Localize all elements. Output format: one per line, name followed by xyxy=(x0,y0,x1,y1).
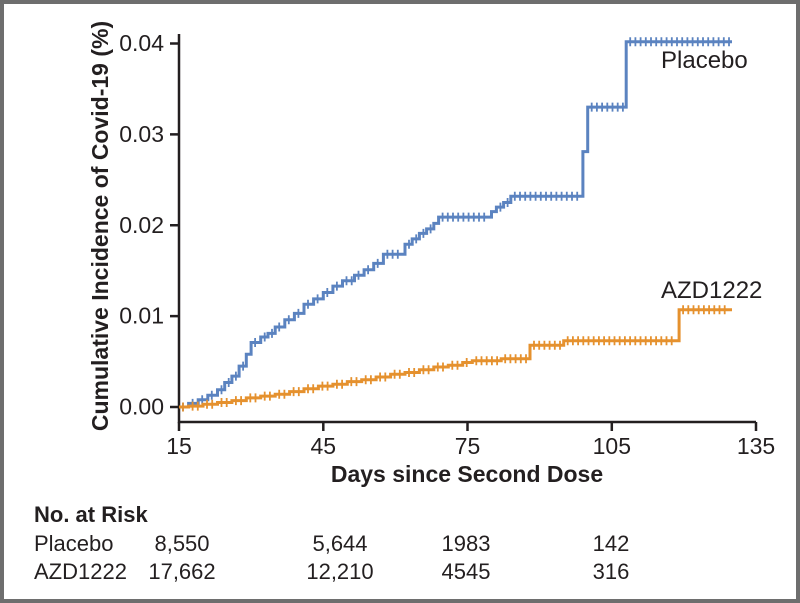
risk-value-azd1222-105: 316 xyxy=(593,559,630,584)
y-tick-label-2: 0.02 xyxy=(119,212,164,238)
risk-value-placebo-75: 1983 xyxy=(442,531,491,556)
x-tick-label-15: 15 xyxy=(166,433,192,459)
censor-ticks-placebo xyxy=(182,37,730,412)
y-tick-label-1: 0.01 xyxy=(119,303,164,329)
y-tick-label-4: 0.04 xyxy=(119,30,164,56)
risk-table-title: No. at Risk xyxy=(34,502,148,527)
risk-row-label-placebo: Placebo xyxy=(34,531,114,556)
risk-value-placebo-105: 142 xyxy=(593,531,630,556)
chart-canvas: 0.00 0.01 0.02 0.03 0.04 15 45 75 105 13… xyxy=(34,21,775,584)
censor-ticks-azd1222 xyxy=(182,305,726,412)
risk-value-azd1222-45: 12,210 xyxy=(306,559,373,584)
x-axis-title: Days since Second Dose xyxy=(331,461,603,487)
risk-value-azd1222-15: 17,662 xyxy=(148,559,215,584)
x-tick-label-105: 105 xyxy=(593,433,631,459)
x-axis-tick-marks xyxy=(177,422,758,431)
risk-row-label-azd1222: AZD1222 xyxy=(34,559,127,584)
series-label-azd1222: AZD1222 xyxy=(661,277,762,304)
y-axis-tick-marks xyxy=(170,42,179,409)
y-tick-label-0: 0.00 xyxy=(119,394,164,420)
risk-value-placebo-45: 5,644 xyxy=(312,531,367,556)
series-line-azd1222 xyxy=(179,308,732,409)
series-label-placebo: Placebo xyxy=(661,47,748,74)
x-tick-label-45: 45 xyxy=(311,433,337,459)
risk-value-placebo-15: 8,550 xyxy=(154,531,209,556)
x-tick-label-135: 135 xyxy=(737,433,775,459)
risk-value-azd1222-75: 4545 xyxy=(442,559,491,584)
x-tick-label-75: 75 xyxy=(455,433,481,459)
y-axis-title: Cumulative Incidence of Covid-19 (%) xyxy=(87,21,113,431)
y-tick-label-3: 0.03 xyxy=(119,121,164,147)
series-line-placebo xyxy=(179,40,732,409)
series-curves xyxy=(179,37,732,412)
